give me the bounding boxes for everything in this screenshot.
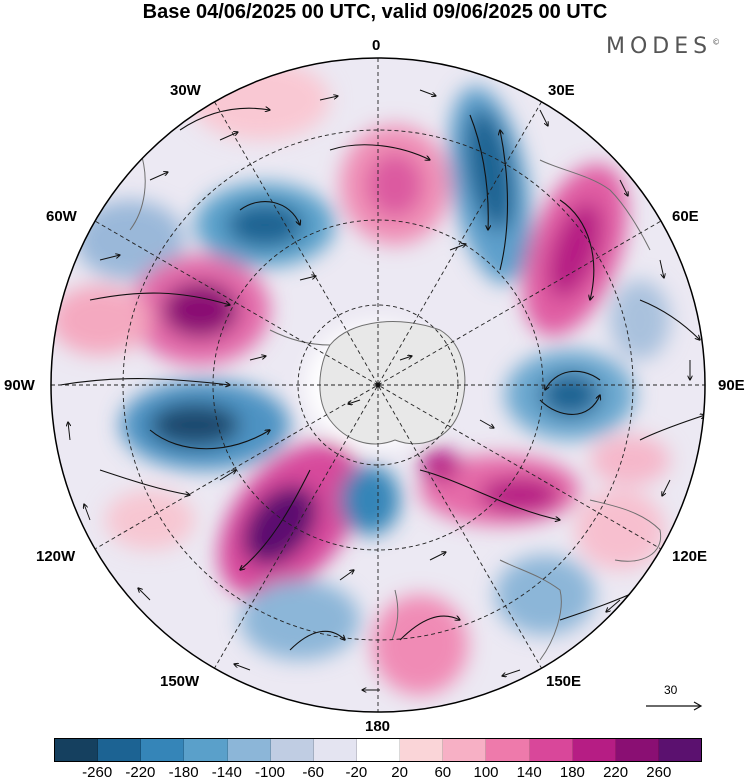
map-title: Base 04/06/2025 00 UTC, valid 09/06/2025… — [142, 1, 608, 23]
lon-label-180: 180 — [365, 718, 391, 735]
colorbar-tick-label: 60 — [434, 764, 452, 781]
lon-label-30w: 30W — [170, 82, 201, 99]
antarctica-landmass — [319, 321, 466, 445]
colorbar-segment — [55, 739, 99, 761]
lon-label-30e: 30E — [548, 82, 575, 99]
colorbar-ticks: -260 -220 -180 -140 -100 -60 -20 20 60 100 140 180 2… — [0, 764, 750, 782]
colorbar-tick-label: 220 — [603, 764, 629, 781]
lon-label-150e: 150E — [546, 673, 582, 690]
colorbar-tick-label: 20 — [391, 764, 408, 781]
colorbar-segment — [141, 739, 185, 761]
colorbar-tick-label: 140 — [516, 764, 542, 781]
colorbar-tick-label: -60 — [302, 764, 325, 781]
lon-label-120w: 120W — [36, 548, 76, 565]
colorbar-tick-label: 260 — [646, 764, 672, 781]
colorbar-segment — [486, 739, 530, 761]
lon-label-60w: 60W — [46, 208, 77, 225]
colorbar-tick-label: -140 — [211, 764, 242, 781]
colorbar-tick-label: -100 — [254, 764, 286, 781]
colorbar-segment — [227, 739, 271, 761]
polar-map — [50, 57, 706, 713]
colorbar-segment — [98, 739, 142, 761]
reference-vector-arrow — [646, 701, 703, 711]
colorbar-tick-label: 180 — [559, 764, 585, 781]
modes-logo: MODES© — [606, 34, 720, 59]
brand-name: MODES — [606, 34, 713, 59]
colorbar-segment — [658, 739, 702, 761]
colorbar-tick-label: -220 — [125, 764, 156, 781]
lon-label-120e: 120E — [672, 548, 708, 565]
colorbar-tick-label: 100 — [473, 764, 499, 781]
colorbar-tick-label: -20 — [345, 764, 368, 781]
lon-label-90w: 90W — [4, 377, 35, 394]
colorbar-tick-label: -260 — [82, 764, 113, 781]
colorbar-segment — [184, 739, 228, 761]
colorbar-segment — [313, 739, 357, 761]
graticule — [51, 58, 705, 712]
colorbar — [54, 738, 702, 762]
lon-label-60e: 60E — [672, 208, 699, 225]
colorbar-segment — [270, 739, 314, 761]
colorbar-segment — [529, 739, 573, 761]
colorbar-segment — [400, 739, 444, 761]
reference-vector-label: 30 — [664, 683, 678, 697]
colorbar-tick-label: -180 — [168, 764, 199, 781]
colorbar-segment — [572, 739, 616, 761]
colorbar-segment — [356, 739, 401, 761]
colorbar-segment — [615, 739, 659, 761]
map-border — [50, 57, 706, 713]
copyright-mark: © — [712, 37, 721, 47]
lon-label-0: 0 — [372, 37, 381, 54]
wind-vectors — [68, 89, 690, 690]
lon-label-90e: 90E — [718, 377, 745, 394]
lon-label-150w: 150W — [160, 673, 200, 690]
colorbar-segment — [443, 739, 487, 761]
